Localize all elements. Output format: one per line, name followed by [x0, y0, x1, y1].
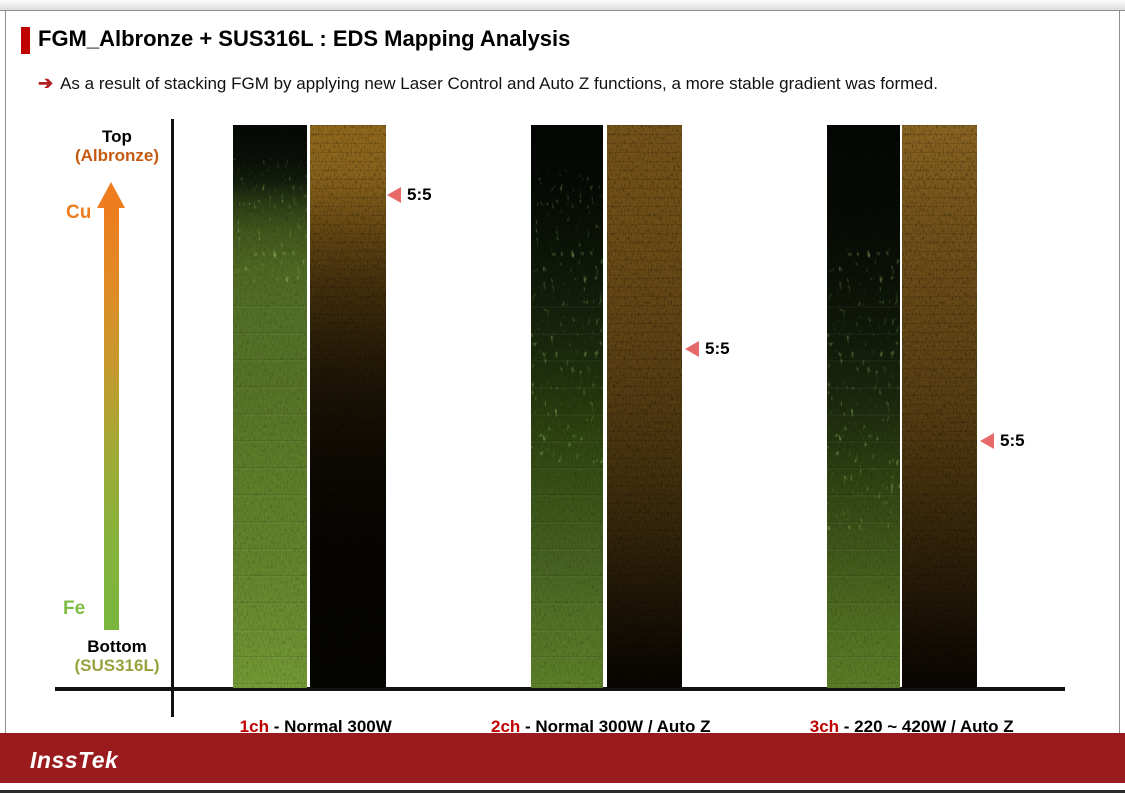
bottom-border — [0, 790, 1125, 793]
noise-overlay — [827, 125, 900, 688]
channel-desc: - Normal 300W / Auto Z — [520, 717, 711, 736]
channel-number: 2ch — [490, 717, 521, 736]
ratio-marker-ch2: 5:5 — [685, 339, 730, 359]
slide-title: FGM_Albronze + SUS316L : EDS Mapping Ana… — [38, 26, 571, 51]
noise-overlay — [233, 125, 307, 688]
gradient-arrow-shaft — [104, 207, 119, 630]
channel-caption-ch3: 3ch - 220 ~ 420W / Auto Z — [800, 697, 1014, 737]
marker-triangle-icon — [980, 433, 994, 449]
footer-logo: InssTek — [30, 747, 119, 773]
noise-overlay — [607, 125, 682, 688]
bullet-arrow-icon: ➔ — [38, 73, 54, 93]
noise-overlay — [531, 125, 603, 688]
marker-triangle-icon — [387, 187, 401, 203]
window-top-edge — [0, 0, 1125, 11]
noise-overlay — [902, 125, 977, 688]
bullet-text: As a result of stacking FGM by applying … — [60, 74, 938, 93]
channel-desc: - Normal 300W — [268, 717, 392, 736]
ratio-marker-ch1: 5:5 — [387, 185, 432, 205]
page-border-left — [5, 11, 6, 733]
y-axis-line — [171, 119, 174, 717]
legend-bottom-block: Bottom (SUS316L) — [58, 637, 176, 675]
marker-label: 5:5 — [407, 185, 432, 204]
cu-map-ch1 — [310, 125, 386, 688]
legend-top-label: Top — [102, 127, 132, 146]
cu-map-ch3 — [902, 125, 977, 688]
noise-overlay — [310, 125, 386, 688]
legend-top-material: (Albronze) — [74, 146, 160, 165]
cu-map-ch2 — [607, 125, 682, 688]
title-accent-bar — [21, 27, 30, 54]
legend-bottom-material: (SUS316L) — [74, 656, 160, 675]
page-border-right — [1119, 11, 1120, 733]
cu-element-label: Cu — [66, 202, 92, 223]
gradient-arrow-head-icon — [97, 182, 125, 208]
legend-top-block: Top (Albronze) — [58, 127, 176, 165]
fe-map-ch3 — [827, 125, 900, 688]
channel-number: 3ch — [809, 717, 840, 736]
fe-element-label: Fe — [63, 598, 86, 619]
fe-map-ch1 — [233, 125, 307, 688]
marker-label: 5:5 — [1000, 431, 1025, 450]
footer-band — [0, 733, 1125, 783]
fe-map-ch2 — [531, 125, 603, 688]
channel-caption-ch1: 1ch - Normal 300W — [230, 697, 392, 737]
ratio-marker-ch3: 5:5 — [980, 431, 1025, 451]
bullet-line: ➔ As a result of stacking FGM by applying… — [38, 73, 938, 94]
channel-number: 1ch — [239, 717, 269, 736]
channel-caption-ch2: 2ch - Normal 300W / Auto Z — [482, 697, 711, 737]
baseline-axis — [55, 687, 1065, 691]
channel-desc: - 220 ~ 420W / Auto Z — [839, 717, 1014, 736]
legend-bottom-label: Bottom — [87, 637, 147, 656]
marker-label: 5:5 — [705, 339, 730, 358]
marker-triangle-icon — [685, 341, 699, 357]
